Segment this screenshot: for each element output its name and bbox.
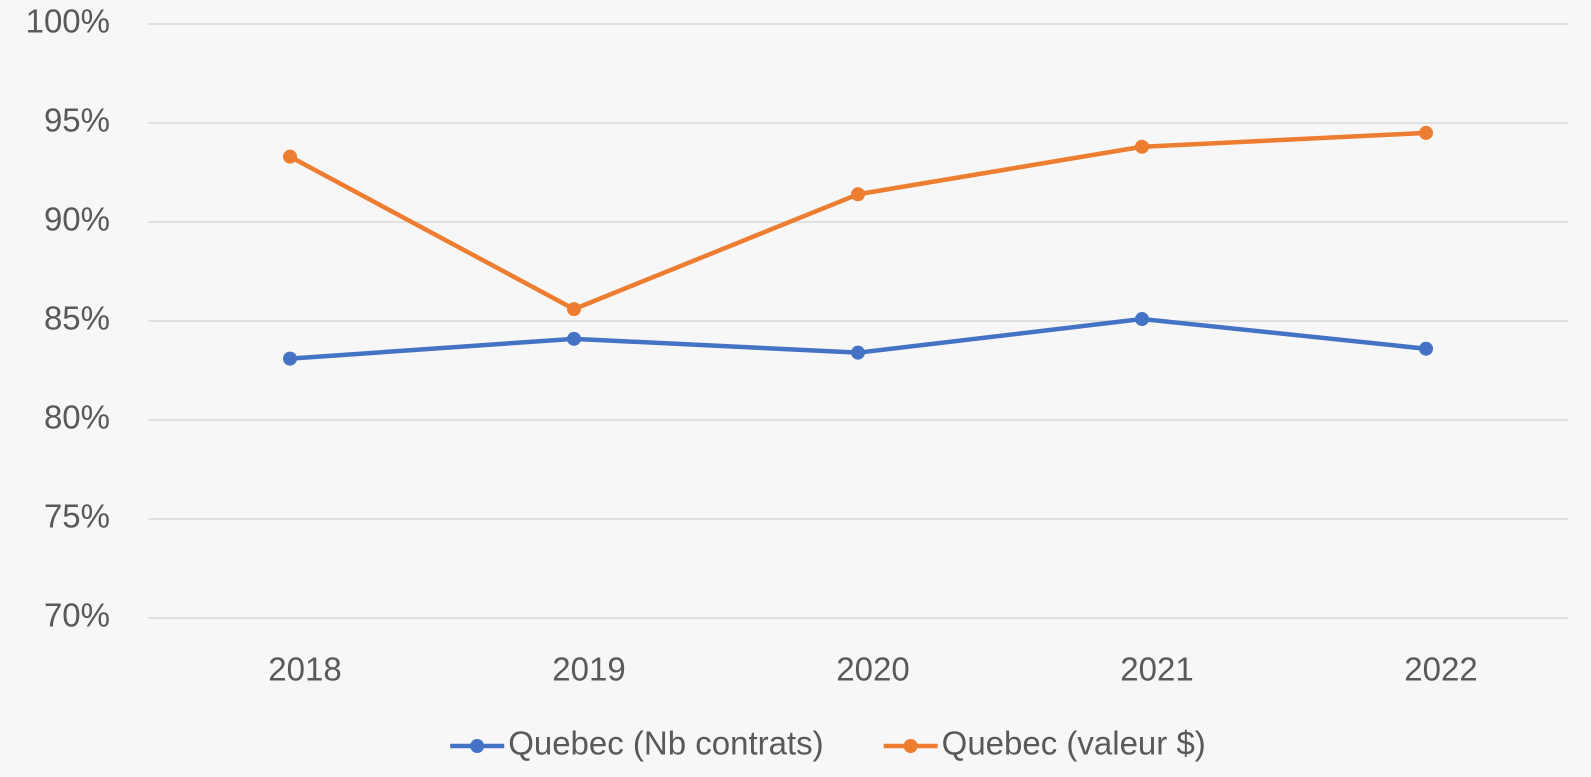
data-point xyxy=(283,149,297,164)
legend-marker xyxy=(903,739,918,753)
data-point xyxy=(1135,139,1149,154)
legend-marker xyxy=(470,739,485,753)
data-point xyxy=(567,302,581,317)
x-tick-label: 2018 xyxy=(268,651,341,688)
y-tick-label: 85% xyxy=(44,300,110,337)
y-tick-label: 90% xyxy=(44,201,110,238)
data-point xyxy=(283,351,297,366)
data-point xyxy=(1419,341,1433,356)
legend-label: Quebec (Nb contrats) xyxy=(508,725,823,762)
legend-label: Quebec (valeur $) xyxy=(942,725,1206,762)
data-point xyxy=(851,345,865,360)
data-point xyxy=(851,187,865,202)
y-tick-label: 80% xyxy=(44,399,110,436)
y-tick-label: 75% xyxy=(44,498,110,535)
x-tick-label: 2021 xyxy=(1120,651,1193,688)
x-tick-label: 2019 xyxy=(552,651,625,688)
y-tick-label: 100% xyxy=(26,3,110,40)
data-point xyxy=(567,331,581,346)
data-point xyxy=(1419,125,1433,140)
data-point xyxy=(1135,312,1149,327)
x-tick-label: 2020 xyxy=(836,651,909,688)
x-tick-label: 2022 xyxy=(1404,651,1477,688)
y-tick-label: 70% xyxy=(44,597,110,634)
y-tick-label: 95% xyxy=(44,102,110,139)
